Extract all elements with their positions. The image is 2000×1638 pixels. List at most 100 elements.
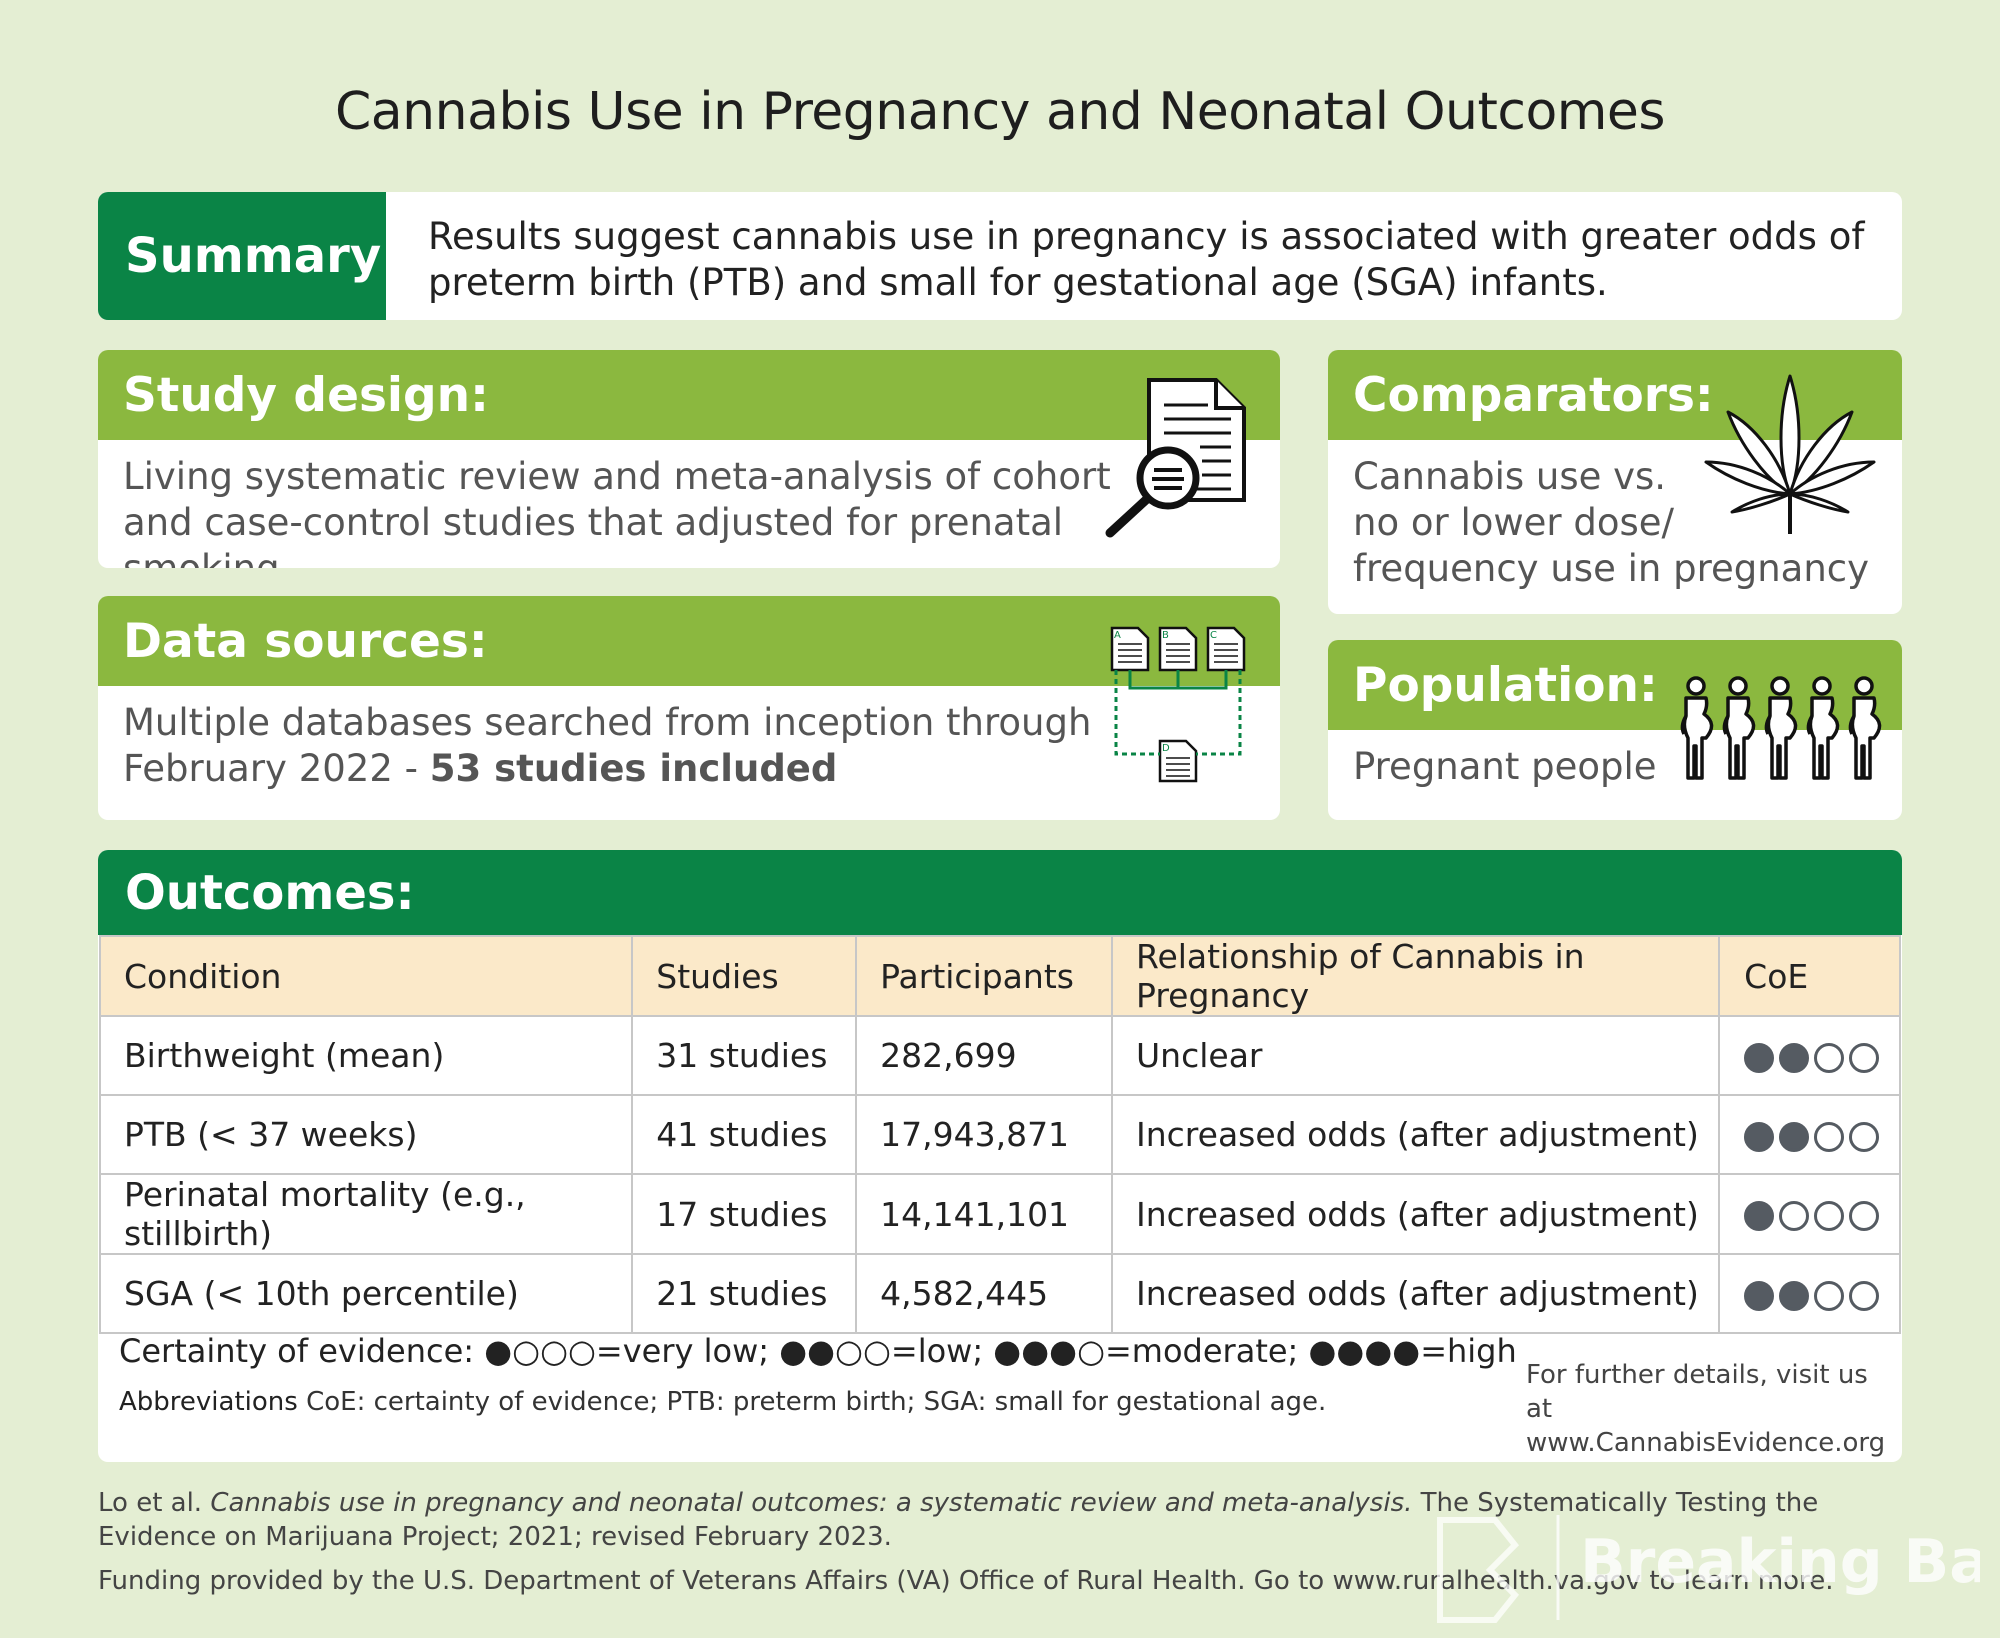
coe-dot-empty [1849, 1121, 1880, 1152]
legend-very-low: =very low; [595, 1332, 770, 1370]
summary-text: Results suggest cannabis use in pregnanc… [428, 215, 1865, 304]
document-magnifier-icon [1105, 378, 1246, 538]
coe-dot-filled [1744, 1280, 1775, 1311]
comparators-line2: no or lower dose/ [1353, 501, 1675, 544]
watermark-text: Breaking Bad [1580, 1527, 1980, 1597]
coe-dot-empty [1814, 1280, 1845, 1311]
coe-dot-filled [1744, 1042, 1775, 1073]
comparators-card: Comparators: Cannabis use vs. no or lowe… [1328, 350, 1902, 614]
cell-condition: Perinatal mortality (e.g., stillbirth) [98, 1173, 634, 1255]
legend-low-symbol: ●●○○ [779, 1332, 891, 1370]
citation-title: Cannabis use in pregnancy and neonatal o… [210, 1488, 1413, 1518]
cell-participants: 14,141,101 [855, 1173, 1114, 1255]
outcomes-label: Outcomes: [98, 850, 1902, 935]
abbreviations-text: CoE: certainty of evidence; PTB: preterm… [297, 1387, 1327, 1417]
cell-condition: PTB (< 37 weeks) [98, 1094, 634, 1175]
doc-label-c: C [1210, 630, 1217, 641]
coe-dot-empty [1849, 1280, 1880, 1311]
coe-dot-empty [1849, 1042, 1880, 1073]
cell-coe-rating [1718, 1015, 1901, 1096]
study-design-label: Study design: [98, 350, 1280, 440]
coe-dot-filled [1779, 1121, 1810, 1152]
abbreviations-key: Abbreviations [119, 1387, 298, 1417]
coe-legend: Certainty of evidence: ●○○○=very low; ●●… [119, 1332, 1517, 1370]
header-coe: CoE [1718, 935, 1901, 1017]
database-flow-icon: A B C D [1110, 626, 1246, 783]
summary-label: Summary: [98, 192, 400, 320]
studies-included: 53 studies included [429, 747, 838, 790]
coe-dot-filled [1779, 1042, 1810, 1073]
population-label: Population: [1328, 640, 1902, 730]
outcomes-panel: Outcomes: Condition Studies Participants… [98, 850, 1902, 1462]
watermark-logo: Breaking Bad [1437, 1515, 1980, 1623]
legend-moderate-symbol: ●●●○ [993, 1332, 1105, 1370]
data-sources-label: Data sources: [98, 596, 1280, 686]
cell-relationship: Increased odds (after adjustment) [1111, 1094, 1721, 1175]
coe-dot-filled [1744, 1201, 1775, 1231]
header-relationship: Relationship of Cannabis in Pregnancy [1111, 935, 1721, 1017]
table-header-row: Condition Studies Participants Relations… [98, 935, 1901, 1017]
comparators-line1: Cannabis use vs. [1353, 455, 1667, 498]
study-design-text: Living systematic review and meta-analys… [123, 455, 1111, 568]
cell-relationship: Unclear [1111, 1015, 1721, 1096]
table-row: Perinatal mortality (e.g., stillbirth) 1… [98, 1173, 1901, 1255]
visit-line1: For further details, visit us at [1526, 1360, 1868, 1424]
legend-moderate: =moderate; [1104, 1332, 1299, 1370]
legend-low: =low; [890, 1332, 984, 1370]
header-studies: Studies [631, 935, 858, 1017]
pregnant-people-icon [1680, 676, 1882, 780]
cell-coe-rating [1718, 1094, 1901, 1175]
funding-note: Funding provided by the U.S. Department … [98, 1566, 1834, 1596]
data-sources-line2: February 2022 - [123, 747, 430, 790]
abbreviations: Abbreviations CoE: certainty of evidence… [119, 1387, 1326, 1417]
comparators-text: Cannabis use vs. no or lower dose/ frequ… [1353, 454, 1893, 592]
data-sources-text: Multiple databases searched from incepti… [123, 700, 1123, 792]
legend-high: =high [1420, 1332, 1517, 1370]
header-condition: Condition [98, 935, 634, 1017]
doc-label-d: D [1162, 743, 1170, 754]
legend-prefix: Certainty of evidence: [119, 1332, 475, 1370]
table-row: SGA (< 10th percentile) 21 studies 4,582… [98, 1253, 1901, 1334]
header-participants: Participants [855, 935, 1114, 1017]
doc-label-b: B [1162, 630, 1169, 641]
coe-dot-filled [1779, 1280, 1810, 1311]
cell-coe-rating [1718, 1173, 1901, 1255]
legend-very-low-symbol: ●○○○ [484, 1332, 596, 1370]
visit-info: For further details, visit us at www.Can… [1526, 1358, 1902, 1460]
comparators-line3: frequency use in pregnancy [1353, 547, 1870, 590]
coe-dot-empty [1814, 1042, 1845, 1073]
cell-relationship: Increased odds (after adjustment) [1111, 1253, 1721, 1334]
coe-dot-empty [1814, 1201, 1845, 1231]
population-card: Population: Pregnant people [1328, 640, 1902, 820]
coe-dot-empty [1814, 1121, 1845, 1152]
legend-high-symbol: ●●●● [1308, 1332, 1421, 1370]
summary-panel: Summary: Results suggest cannabis use in… [98, 192, 1902, 320]
coe-dot-empty [1779, 1201, 1810, 1231]
cell-condition: SGA (< 10th percentile) [98, 1253, 634, 1334]
cell-condition: Birthweight (mean) [98, 1015, 634, 1096]
doc-label-a: A [1114, 630, 1121, 641]
coe-dot-filled [1744, 1121, 1775, 1152]
page-title: Cannabis Use in Pregnancy and Neonatal O… [334, 82, 1666, 142]
cell-studies: 17 studies [631, 1173, 858, 1255]
data-sources-card: Data sources: Multiple databases searche… [98, 596, 1280, 820]
table-row: PTB (< 37 weeks) 41 studies 17,943,871 I… [98, 1094, 1901, 1175]
cell-studies: 31 studies [631, 1015, 858, 1096]
cell-coe-rating [1718, 1253, 1901, 1334]
citation-rest: The Systematically Testing the Evidence … [98, 1488, 1819, 1552]
cannabis-leaf-icon [1704, 374, 1876, 534]
study-design-card: Study design: Living systematic review a… [98, 350, 1280, 568]
cell-participants: 4,582,445 [855, 1253, 1114, 1334]
cell-studies: 21 studies [631, 1253, 858, 1334]
comparators-label: Comparators: [1328, 350, 1902, 440]
cell-relationship: Increased odds (after adjustment) [1111, 1173, 1721, 1255]
population-text: Pregnant people [1353, 745, 1657, 788]
table-row: Birthweight (mean) 31 studies 282,699 Un… [98, 1015, 1901, 1096]
cell-participants: 17,943,871 [855, 1094, 1114, 1175]
cell-studies: 41 studies [631, 1094, 858, 1175]
website-link[interactable]: www.CannabisEvidence.org [1526, 1428, 1886, 1458]
citation-authors: Lo et al. [98, 1488, 211, 1518]
citation: Lo et al. Cannabis use in pregnancy and … [98, 1486, 1908, 1554]
data-sources-line1: Multiple databases searched from incepti… [123, 701, 1092, 744]
cell-participants: 282,699 [855, 1015, 1114, 1096]
